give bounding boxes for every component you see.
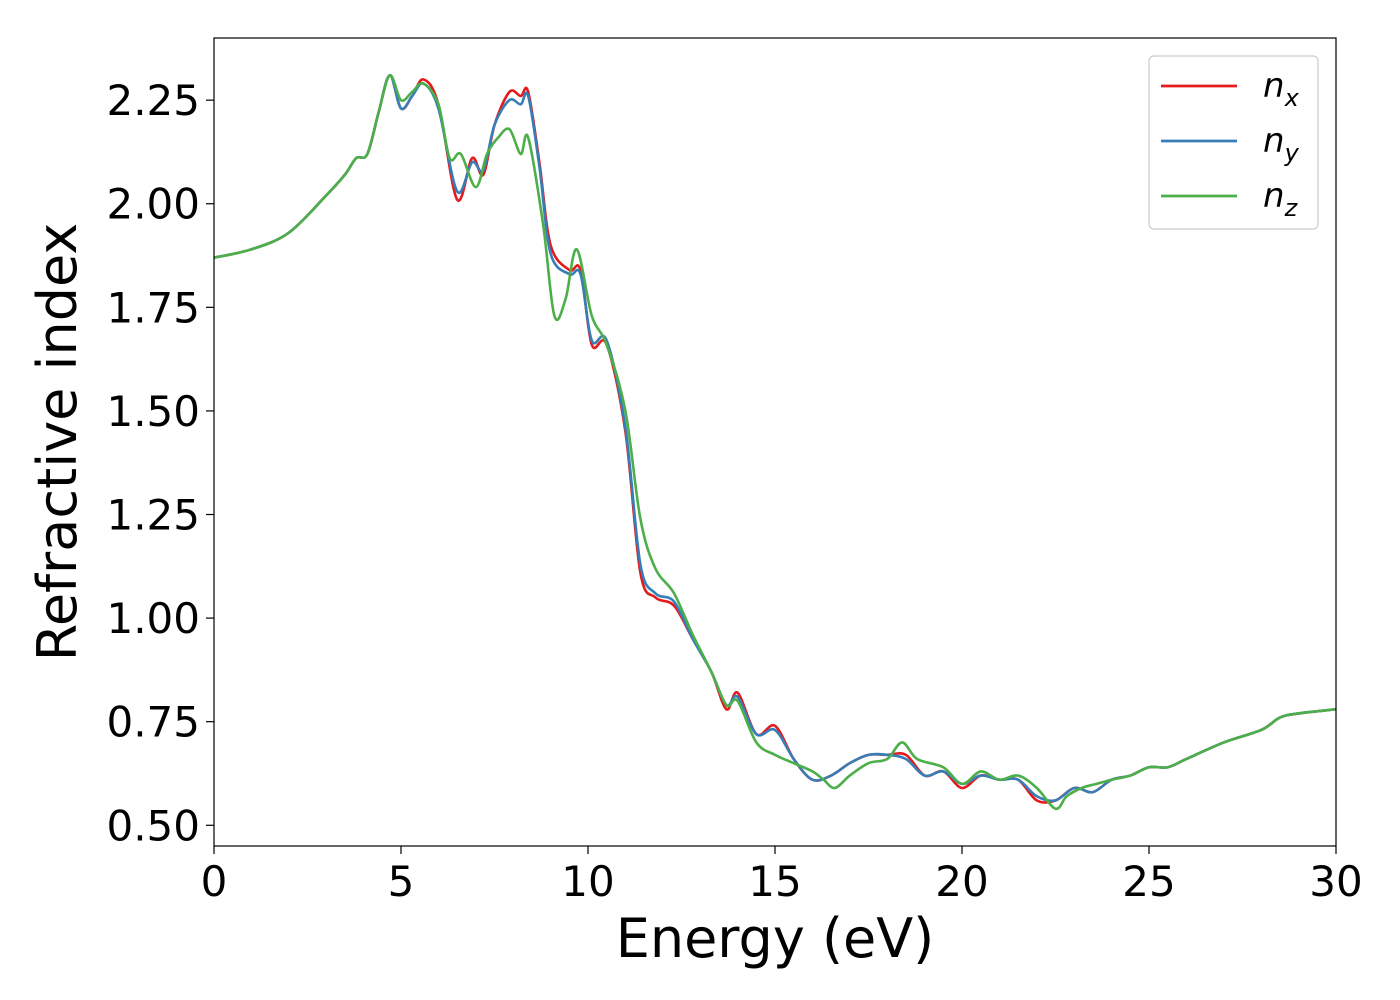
x-tick-label: 25 — [1122, 857, 1175, 906]
y-axis-ticks: 0.50 0.75 1.00 1.25 1.50 1.75 2.00 2.25 — [106, 76, 214, 850]
y-tick-label: 1.00 — [106, 594, 200, 643]
y-tick-label: 2.25 — [106, 76, 200, 125]
x-tick-label: 5 — [388, 857, 415, 906]
series-lines — [213, 73, 1337, 811]
legend-label-z: nz — [1263, 176, 1299, 222]
y-tick-label: 2.00 — [106, 180, 200, 229]
y-tick-label: 0.50 — [106, 801, 200, 850]
legend-box — [1148, 55, 1319, 230]
x-tick-label: 0 — [201, 857, 228, 906]
legend: nx ny nz — [1148, 55, 1319, 230]
x-axis-ticks: 0 5 10 15 20 25 30 — [201, 846, 1363, 906]
y-tick-label: 1.25 — [106, 491, 200, 540]
x-axis-label: Energy (eV) — [616, 907, 935, 970]
legend-label-x: nx — [1263, 66, 1300, 112]
x-tick-label: 20 — [935, 857, 988, 906]
legend-label-y: ny — [1263, 121, 1300, 167]
y-tick-label: 0.75 — [106, 698, 200, 747]
x-tick-label: 30 — [1309, 857, 1362, 906]
x-tick-label: 15 — [748, 857, 801, 906]
y-tick-label: 1.75 — [106, 283, 200, 332]
series-line-z — [213, 73, 1337, 811]
x-tick-label: 10 — [561, 857, 614, 906]
y-tick-label: 1.50 — [106, 387, 200, 436]
y-axis-label: Refractive index — [26, 223, 89, 662]
